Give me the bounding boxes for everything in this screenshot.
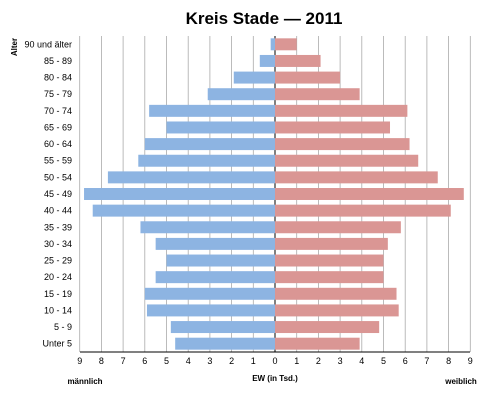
x-tick-label: 4	[186, 356, 191, 366]
bar-male	[233, 71, 275, 84]
bar-female	[275, 204, 451, 217]
category-label: 10 - 14	[44, 305, 72, 315]
bar-female	[275, 188, 464, 200]
bar-male	[207, 88, 275, 101]
bar-male	[166, 254, 275, 267]
category-label: 80 - 84	[44, 73, 72, 83]
category-label: 90 und älter	[24, 39, 72, 49]
bar-female	[275, 321, 380, 334]
bar-female	[275, 138, 410, 151]
bar-male	[270, 38, 275, 51]
bar-female	[275, 171, 438, 184]
bar-female	[275, 71, 341, 84]
bar-female	[275, 221, 401, 234]
chart-title: Kreis Stade — 2011	[186, 9, 343, 28]
bar-male	[155, 271, 275, 284]
x-tick-label: 8	[99, 356, 104, 366]
x-tick-label: 8	[446, 356, 451, 366]
x-tick-labels: 9 8 7 6 5 4 3 2 1 0 1 2 3 4 5 6 7 8 9	[77, 356, 473, 366]
bar-male	[175, 337, 275, 350]
category-label: 65 - 69	[44, 122, 72, 132]
bar-male	[259, 54, 275, 67]
x-tick-label: 1	[294, 356, 299, 366]
x-tick-label: 4	[359, 356, 364, 366]
bars	[84, 38, 464, 350]
category-labels: 90 und älter 85 - 89 80 - 84 75 - 79 70 - 74…	[24, 39, 72, 348]
bar-female	[275, 54, 321, 67]
category-label: 40 - 44	[44, 206, 72, 216]
category-label: 75 - 79	[44, 89, 72, 99]
bar-male	[144, 138, 275, 151]
bar-female	[275, 237, 388, 250]
y-axis-label: Alter	[10, 38, 19, 56]
bar-male	[149, 104, 275, 117]
bar-female	[275, 271, 384, 284]
bar-female	[275, 154, 419, 167]
bar-female	[275, 121, 391, 134]
bar-female	[275, 254, 384, 267]
x-tick-label: 9	[468, 356, 473, 366]
right-label: weiblich	[444, 377, 477, 386]
bar-male	[107, 171, 275, 184]
category-label: 45 - 49	[44, 189, 72, 199]
category-label: 70 - 74	[44, 106, 72, 116]
bar-female	[275, 304, 399, 317]
category-label: 25 - 29	[44, 256, 72, 266]
x-axis-label: EW (in Tsd.)	[252, 374, 298, 383]
bar-female	[275, 38, 297, 51]
x-tick-label: 5	[381, 356, 386, 366]
category-label: Unter 5	[42, 339, 72, 349]
bar-female	[275, 104, 408, 117]
bar-male	[146, 304, 275, 317]
bar-male	[92, 204, 275, 217]
bar-male	[166, 121, 275, 134]
bar-male	[170, 321, 275, 334]
category-label: 35 - 39	[44, 222, 72, 232]
bar-female	[275, 287, 397, 300]
x-tick-label: 1	[251, 356, 256, 366]
x-tick-label: 5	[164, 356, 169, 366]
x-tick-label: 2	[229, 356, 234, 366]
bar-male	[140, 221, 275, 234]
x-tick-label: 9	[77, 356, 82, 366]
category-label: 20 - 24	[44, 272, 72, 282]
category-label: 5 - 9	[54, 322, 72, 332]
x-tick-label: 2	[316, 356, 321, 366]
x-tick-label: 6	[142, 356, 147, 366]
bar-male	[155, 237, 275, 250]
x-tick-label: 3	[338, 356, 343, 366]
x-tick-label: 3	[207, 356, 212, 366]
category-label: 15 - 19	[44, 289, 72, 299]
category-label: 50 - 54	[44, 172, 72, 182]
bar-male	[144, 287, 275, 300]
bar-female	[275, 88, 360, 101]
bar-female	[275, 337, 360, 350]
x-tick-label: 0	[272, 356, 277, 366]
left-label: männlich	[67, 377, 102, 386]
category-label: 30 - 34	[44, 239, 72, 249]
x-tick-label: 7	[424, 356, 429, 366]
bar-male	[138, 154, 275, 167]
category-label: 85 - 89	[44, 56, 72, 66]
category-label: 60 - 64	[44, 139, 72, 149]
x-tick-label: 7	[121, 356, 126, 366]
bar-male	[84, 188, 275, 200]
category-label: 55 - 59	[44, 156, 72, 166]
x-tick-label: 6	[403, 356, 408, 366]
